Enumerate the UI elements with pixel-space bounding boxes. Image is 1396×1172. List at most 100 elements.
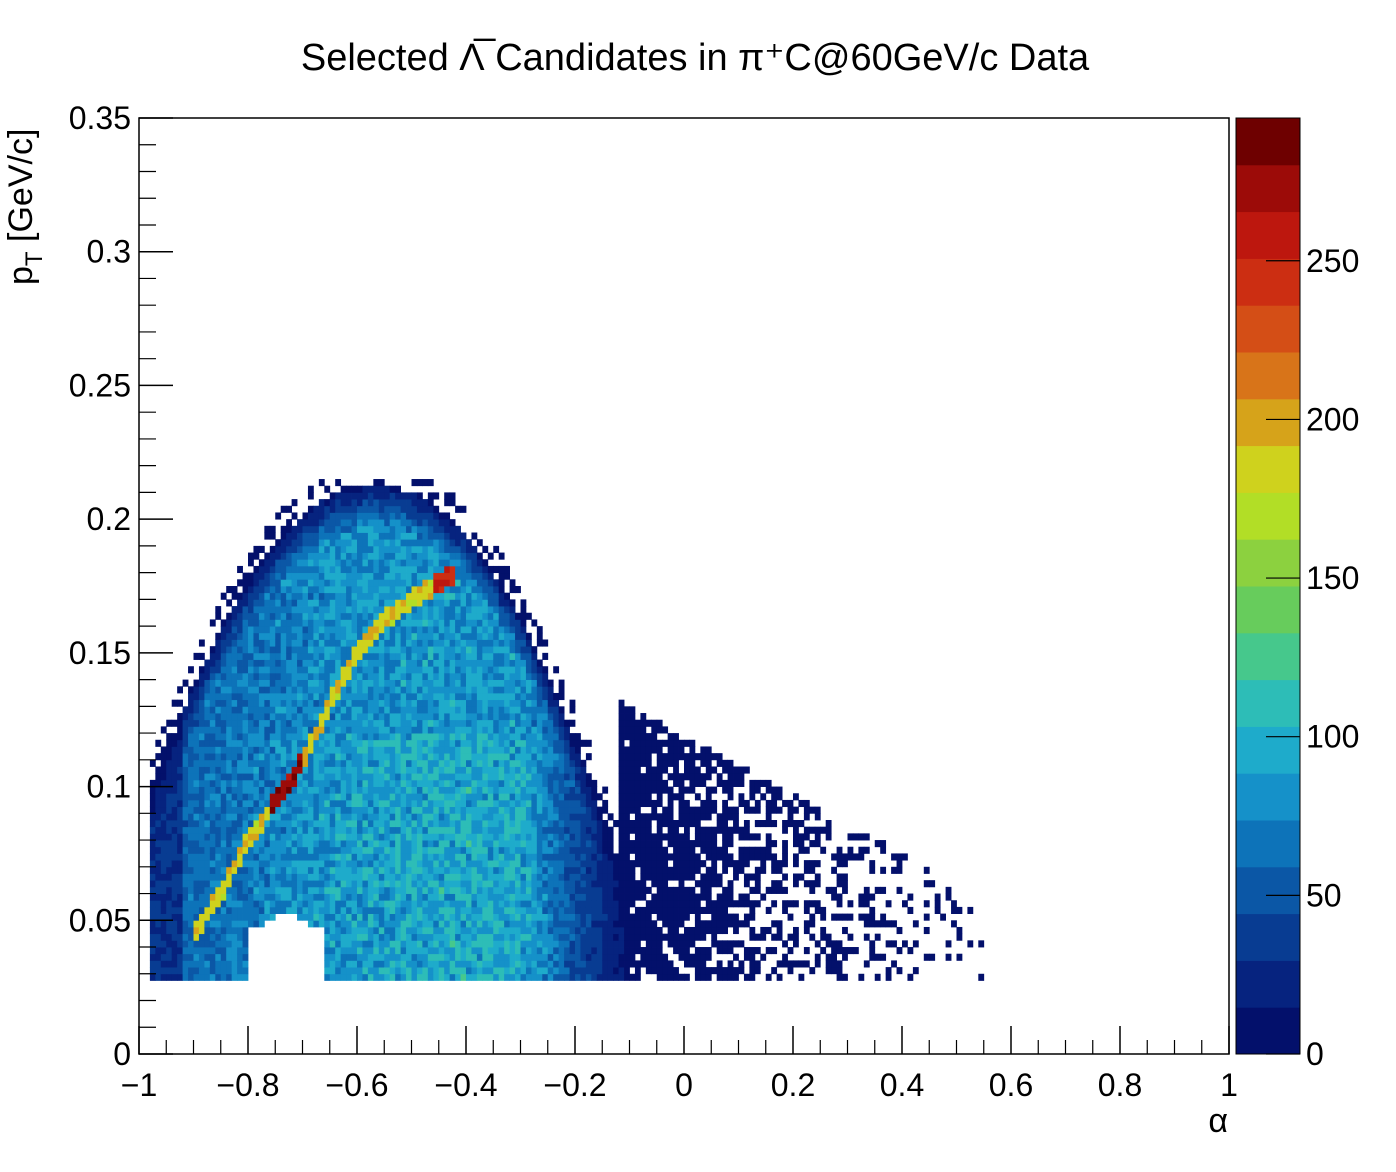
heatmap-cell [547, 853, 554, 861]
heatmap-cell [160, 886, 167, 894]
heatmap-cell [166, 947, 173, 955]
heatmap-cell [264, 619, 271, 627]
heatmap-cell [618, 820, 625, 828]
heatmap-cell [471, 773, 478, 781]
heatmap-cell [182, 739, 189, 747]
heatmap-cell [389, 759, 396, 767]
heatmap-cell [416, 479, 423, 487]
heatmap-cell [313, 505, 320, 513]
heatmap-cell [335, 579, 342, 587]
heatmap-cell [242, 692, 249, 701]
heatmap-cell [346, 559, 352, 567]
heatmap-cell [286, 799, 292, 808]
heatmap-cell [498, 733, 505, 741]
heatmap-cell [547, 826, 554, 834]
heatmap-cell [362, 713, 369, 721]
heatmap-cell [318, 779, 325, 787]
heatmap-cell [335, 860, 342, 868]
heatmap-cell [340, 806, 347, 814]
heatmap-cell [231, 820, 238, 828]
heatmap-cell [248, 773, 254, 781]
heatmap-cell [515, 612, 521, 620]
heatmap-cell [253, 920, 260, 928]
heatmap-cell [220, 659, 227, 667]
heatmap-cell [602, 873, 609, 881]
heatmap-cell [248, 639, 254, 647]
heatmap-cell [269, 666, 276, 674]
heatmap-cell [160, 953, 167, 961]
heatmap-cell [193, 692, 200, 701]
heatmap-cell [297, 686, 303, 694]
heatmap-cell [515, 646, 521, 654]
heatmap-cell [269, 652, 276, 660]
heatmap-cell [411, 739, 418, 747]
heatmap-cell [411, 873, 418, 881]
heatmap-cell [427, 953, 434, 961]
heatmap-cell [340, 713, 347, 721]
heatmap-cell [607, 973, 614, 981]
heatmap-cell [471, 779, 478, 787]
heatmap-cell [280, 632, 287, 640]
heatmap-cell [264, 599, 271, 607]
heatmap-cell [297, 699, 303, 707]
heatmap-cell [340, 632, 347, 640]
heatmap-cell [422, 552, 429, 560]
heatmap-cell [504, 973, 510, 981]
heatmap-cell [329, 606, 336, 614]
heatmap-cell [204, 706, 211, 714]
heatmap-cell [498, 799, 505, 808]
heatmap-cell [569, 853, 576, 861]
heatmap-cell [335, 713, 342, 721]
heatmap-cell [269, 679, 276, 687]
heatmap-cell [466, 606, 472, 614]
heatmap-cell [242, 666, 249, 674]
heatmap-cell [422, 840, 429, 848]
heatmap-cell [193, 766, 200, 774]
heatmap-cell [171, 913, 178, 921]
heatmap-cell [580, 880, 587, 888]
heatmap-cell [569, 947, 576, 955]
heatmap-cell [400, 572, 407, 580]
heatmap-cell [220, 699, 227, 707]
heatmap-cell [515, 813, 521, 821]
heatmap-cell [373, 499, 380, 507]
heatmap-cell [438, 719, 445, 727]
heatmap-cell [215, 826, 222, 834]
heatmap-cell [509, 900, 516, 908]
heatmap-cell [275, 873, 282, 881]
heatmap-cell [427, 639, 434, 647]
heatmap-cell [471, 846, 478, 854]
heatmap-cell [269, 786, 276, 794]
heatmap-cell [482, 820, 489, 828]
heatmap-cell [618, 833, 625, 841]
heatmap-cell [329, 799, 336, 808]
heatmap-cell [400, 973, 407, 981]
heatmap-cell [515, 739, 521, 747]
heatmap-cell [188, 766, 194, 774]
heatmap-cell [378, 866, 385, 874]
heatmap-cell [324, 906, 331, 914]
heatmap-cell [346, 733, 352, 741]
heatmap-cell [607, 840, 614, 848]
heatmap-cell [264, 786, 271, 794]
heatmap-cell [400, 652, 407, 660]
heatmap-cell [444, 499, 451, 507]
heatmap-cell [340, 793, 347, 801]
heatmap-cell [318, 659, 325, 667]
heatmap-cell [411, 672, 418, 680]
heatmap-cell [367, 773, 374, 781]
heatmap-cell [313, 920, 320, 928]
heatmap-cell [302, 586, 309, 594]
heatmap-cell [585, 813, 592, 821]
heatmap-cell [384, 799, 391, 808]
heatmap-cell [602, 940, 609, 948]
heatmap-cell [307, 525, 314, 533]
heatmap-cell [455, 779, 461, 787]
heatmap-cell [362, 846, 369, 854]
heatmap-cell [438, 947, 445, 955]
heatmap-cell [504, 813, 510, 821]
heatmap-cell [466, 773, 472, 781]
heatmap-cell [324, 759, 331, 767]
heatmap-cell [248, 866, 254, 874]
heatmap-cell [569, 799, 576, 808]
